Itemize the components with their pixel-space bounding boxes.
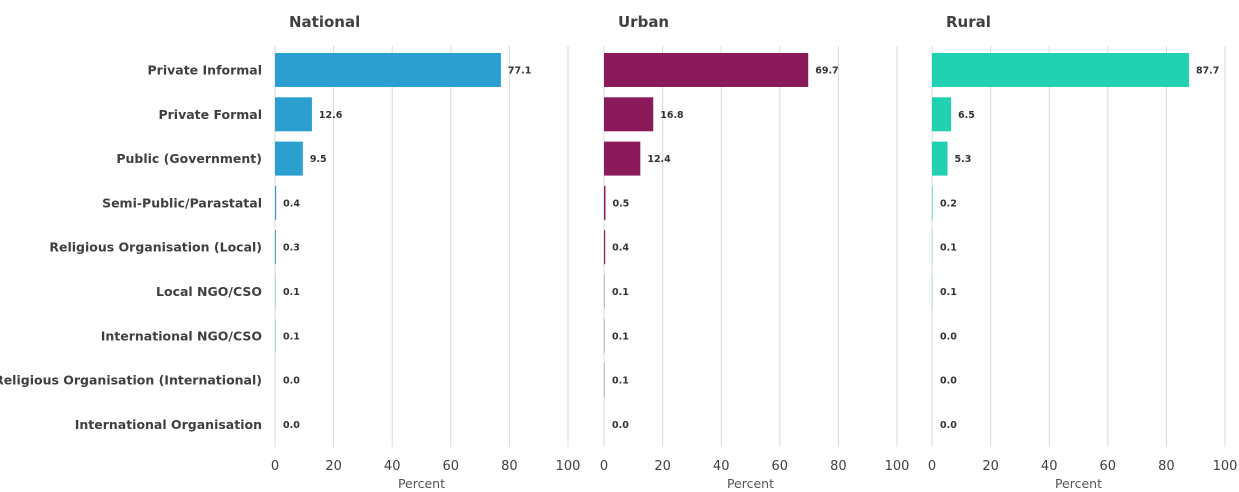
x-tick-label: 20 (325, 459, 342, 474)
x-tick-label: 20 (982, 459, 999, 474)
data-label: 6.5 (958, 110, 975, 121)
panel-title: National (289, 13, 360, 31)
data-label: 0.0 (283, 420, 300, 431)
data-label: 0.4 (283, 198, 300, 209)
data-label: 0.1 (612, 331, 629, 342)
bar (604, 97, 654, 132)
x-tick-label: 0 (928, 459, 936, 474)
category-label: International NGO/CSO (101, 328, 262, 343)
x-tick-label: 20 (654, 459, 671, 474)
category-label: Local NGO/CSO (156, 284, 262, 299)
bar (932, 97, 952, 132)
category-label: Semi-Public/Parastatal (102, 195, 262, 210)
data-label: 0.0 (940, 331, 957, 342)
bar (604, 185, 606, 220)
x-tick-label: 80 (501, 459, 518, 474)
data-label: 16.8 (660, 110, 684, 121)
data-label: 0.1 (612, 376, 629, 387)
data-label: 87.7 (1196, 66, 1219, 77)
bar (604, 230, 606, 265)
x-tick-label: 100 (885, 459, 910, 474)
data-label: 12.4 (647, 154, 671, 165)
data-label: 0.4 (612, 243, 629, 254)
x-tick-label: 0 (271, 459, 279, 474)
x-tick-label: 60 (443, 459, 460, 474)
data-label: 0.1 (612, 287, 629, 298)
data-label: 9.5 (310, 154, 327, 165)
data-label: 0.0 (283, 376, 300, 387)
x-tick-label: 100 (556, 459, 581, 474)
bar (932, 53, 1189, 87)
bar (604, 53, 809, 87)
x-axis-title: Percent (727, 476, 774, 491)
data-label: 77.1 (508, 66, 531, 77)
data-label: 0.0 (940, 376, 957, 387)
x-tick-label: 40 (384, 459, 401, 474)
data-label: 0.5 (612, 198, 629, 209)
bar (275, 97, 312, 132)
data-label: 0.1 (940, 243, 957, 254)
data-label: 0.3 (283, 243, 300, 254)
data-label: 12.6 (319, 110, 343, 121)
data-label: 69.7 (815, 66, 838, 77)
x-tick-label: 80 (1158, 459, 1175, 474)
bar (604, 141, 641, 176)
data-label: 0.0 (940, 420, 957, 431)
x-tick-label: 0 (600, 459, 608, 474)
bar (275, 141, 303, 176)
category-label: Religious Organisation (International) (0, 373, 262, 388)
bar (932, 141, 948, 176)
bar (275, 230, 276, 265)
panel-title: Rural (946, 13, 991, 31)
data-label: 0.1 (940, 287, 957, 298)
bar (275, 53, 501, 87)
x-tick-label: 60 (772, 459, 789, 474)
x-tick-label: 40 (1041, 459, 1058, 474)
data-label: 0.1 (283, 287, 300, 298)
panel-title: Urban (618, 13, 669, 31)
bar (275, 185, 277, 220)
x-tick-label: 40 (713, 459, 730, 474)
x-tick-label: 60 (1100, 459, 1117, 474)
x-axis-title: Percent (1055, 476, 1102, 491)
category-label: Private Formal (158, 107, 262, 122)
category-label: Public (Government) (116, 151, 262, 166)
data-label: 0.1 (283, 331, 300, 342)
category-label: International Organisation (75, 417, 262, 432)
data-label: 5.3 (955, 154, 972, 165)
data-label: 0.2 (940, 198, 957, 209)
data-label: 0.0 (612, 420, 629, 431)
x-tick-label: 100 (1213, 459, 1238, 474)
category-label: Religious Organisation (Local) (49, 240, 262, 255)
category-label: Private Informal (148, 63, 262, 78)
x-tick-label: 80 (830, 459, 847, 474)
x-axis-title: Percent (398, 476, 445, 491)
bar (932, 185, 933, 220)
